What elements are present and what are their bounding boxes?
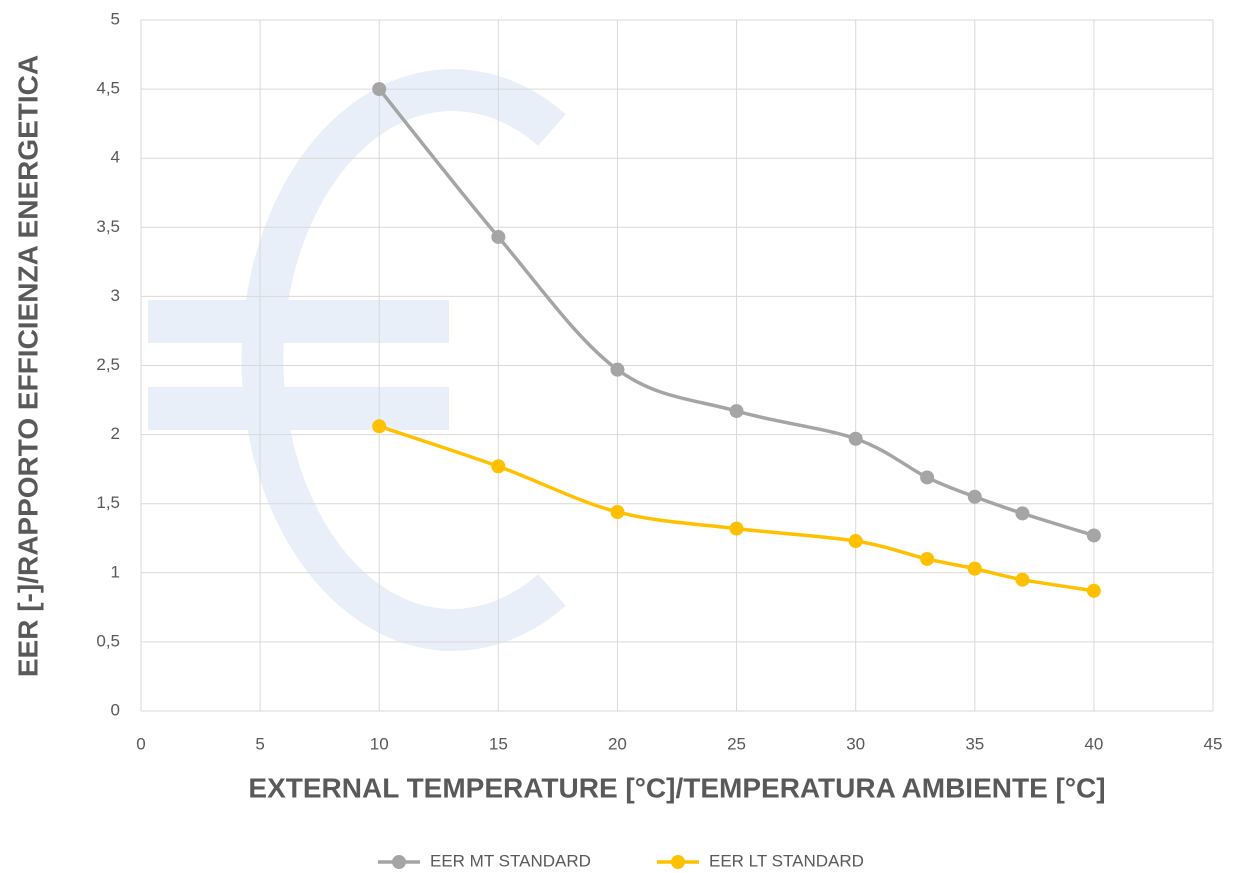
- y-tick-label: 4: [111, 148, 120, 167]
- data-point: [967, 561, 982, 576]
- y-tick-label: 5: [111, 9, 120, 28]
- x-tick-label: 5: [255, 734, 264, 753]
- watermark-arc: [241, 69, 566, 651]
- y-tick-label: 2: [111, 424, 120, 443]
- data-point: [920, 470, 935, 485]
- data-point: [967, 489, 982, 504]
- x-axis-title: EXTERNAL TEMPERATURE [°C]/TEMPERATURA AM…: [248, 772, 1105, 803]
- data-point: [729, 521, 744, 536]
- x-tick-label: 40: [1084, 734, 1103, 753]
- data-point: [610, 504, 625, 519]
- series-line: [378, 424, 1095, 593]
- x-tick-label: 30: [846, 734, 865, 753]
- y-tick-label: 0: [111, 700, 120, 719]
- x-tick-label: 25: [727, 734, 746, 753]
- watermark: [148, 69, 566, 651]
- x-tick-label: 15: [489, 734, 508, 753]
- legend-label: EER MT STANDARD: [430, 851, 591, 870]
- y-tick-label: 2,5: [96, 355, 120, 374]
- data-point: [1015, 506, 1030, 521]
- x-tick-label: 0: [136, 734, 145, 753]
- legend-label: EER LT STANDARD: [709, 851, 864, 870]
- x-tick-label: 10: [370, 734, 389, 753]
- x-tick-label: 35: [965, 734, 984, 753]
- x-tick-label: 20: [608, 734, 627, 753]
- data-point: [848, 534, 863, 549]
- y-tick-label: 0,5: [96, 631, 120, 650]
- data-point: [491, 229, 506, 244]
- legend-marker: [392, 855, 406, 869]
- y-tick-label: 3,5: [96, 217, 120, 236]
- y-tick-label: 3: [111, 286, 120, 305]
- y-tick-label: 4,5: [96, 79, 120, 98]
- data-point: [1086, 528, 1101, 543]
- legend-marker: [671, 855, 685, 869]
- data-point: [920, 551, 935, 566]
- data-point: [372, 82, 387, 97]
- grid: [140, 19, 1214, 712]
- data-point: [848, 431, 863, 446]
- y-tick-label: 1,5: [96, 493, 120, 512]
- x-tick-label: 45: [1204, 734, 1223, 753]
- data-point: [729, 404, 744, 419]
- data-point: [372, 419, 387, 434]
- data-point: [491, 459, 506, 474]
- data-point: [1086, 583, 1101, 598]
- data-point: [610, 362, 625, 377]
- watermark-bar: [148, 300, 449, 343]
- y-axis-title: EER [-]/RAPPORTO EFFICIENZA ENERGETICA: [12, 55, 43, 677]
- watermark-bar: [148, 387, 449, 430]
- y-tick-label: 1: [111, 562, 120, 581]
- data-point: [1015, 572, 1030, 587]
